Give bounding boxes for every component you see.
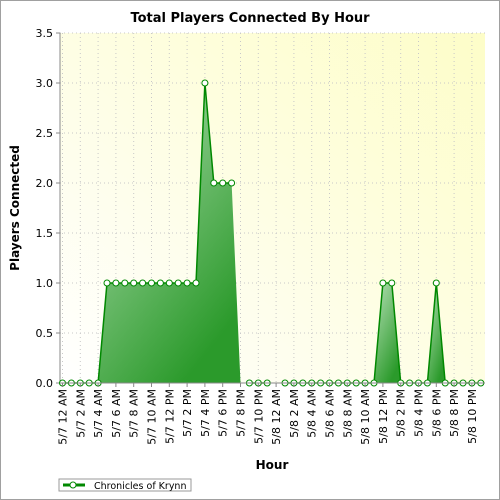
data-point bbox=[388, 279, 396, 287]
data-point bbox=[379, 279, 387, 287]
x-tick-label: 5/7 8 AM bbox=[128, 389, 141, 438]
chart-title: Total Players Connected By Hour bbox=[130, 11, 370, 26]
y-tick-label: 1.0 bbox=[36, 277, 54, 290]
legend-series-marker bbox=[69, 481, 77, 489]
data-point bbox=[228, 179, 236, 187]
legend-series-label: Chronicles of Krynn bbox=[94, 481, 186, 492]
y-axis-ticks: 0.0 0.5 1.0 1.5 2.0 2.5 3.0 3.5 bbox=[36, 27, 61, 390]
x-tick-label: 5/7 12 AM bbox=[57, 389, 70, 445]
data-point bbox=[156, 279, 164, 287]
x-tick-label: 5/8 4 PM bbox=[413, 389, 426, 437]
x-tick-label: 5/7 2 PM bbox=[181, 389, 194, 437]
data-point bbox=[210, 179, 218, 187]
legend-box bbox=[58, 478, 192, 492]
x-tick-label: 5/8 10 PM bbox=[466, 389, 479, 444]
x-tick-label: 5/7 2 AM bbox=[74, 389, 87, 438]
x-tick-label: 5/8 8 PM bbox=[448, 389, 461, 437]
x-tick-label: 5/7 8 PM bbox=[235, 389, 248, 437]
data-point bbox=[148, 279, 155, 287]
series-area-fill bbox=[374, 283, 401, 383]
x-tick-label: 5/7 4 PM bbox=[199, 389, 212, 437]
data-point bbox=[130, 279, 138, 287]
y-tick-label: 3.5 bbox=[36, 27, 54, 40]
x-tick-label: 5/8 6 PM bbox=[430, 389, 443, 437]
legend: Chronicles of Krynn bbox=[58, 478, 192, 492]
x-tick-label: 5/8 2 PM bbox=[395, 389, 408, 437]
data-point bbox=[174, 279, 182, 287]
x-tick-label: 5/7 6 PM bbox=[217, 389, 230, 437]
data-point bbox=[219, 179, 227, 187]
x-tick-label: 5/8 12 PM bbox=[377, 389, 390, 444]
data-point bbox=[165, 279, 173, 287]
y-tick-label: 3.0 bbox=[36, 77, 54, 90]
y-axis-label: Players Connected bbox=[8, 145, 22, 271]
x-tick-label: 5/8 4 AM bbox=[306, 389, 319, 438]
x-tick-label: 5/8 8 AM bbox=[341, 389, 354, 438]
x-tick-label: 5/8 12 AM bbox=[270, 389, 283, 445]
series-area-fill bbox=[98, 83, 241, 383]
x-tick-label: 5/7 6 AM bbox=[110, 389, 123, 438]
y-tick-label: 0.5 bbox=[36, 327, 54, 340]
x-tick-label: 5/8 10 AM bbox=[359, 389, 372, 445]
series-area-fill bbox=[427, 283, 446, 383]
data-point bbox=[183, 279, 191, 287]
x-tick-label: 5/7 10 PM bbox=[252, 389, 265, 444]
x-tick-label: 5/7 12 PM bbox=[163, 389, 176, 444]
y-tick-label: 2.0 bbox=[36, 177, 54, 190]
data-point bbox=[121, 279, 129, 287]
x-tick-label: 5/7 10 AM bbox=[146, 389, 159, 445]
data-point bbox=[192, 279, 200, 287]
data-point bbox=[112, 279, 120, 287]
data-point bbox=[201, 79, 209, 87]
y-tick-label: 1.5 bbox=[36, 227, 54, 240]
y-tick-label: 2.5 bbox=[36, 127, 54, 140]
data-point bbox=[103, 279, 111, 287]
x-axis-label: Hour bbox=[256, 458, 289, 472]
data-point bbox=[432, 279, 440, 287]
x-tick-label: 5/8 2 AM bbox=[288, 389, 301, 438]
x-tick-label: 5/7 4 AM bbox=[92, 389, 105, 438]
y-tick-label: 0.0 bbox=[36, 377, 54, 390]
x-tick-label: 5/8 6 AM bbox=[324, 389, 337, 438]
x-axis-ticks: 5/7 12 AM 5/7 2 AM 5/7 4 AM 5/7 6 AM 5/7 8 A… bbox=[57, 382, 485, 445]
data-point bbox=[139, 279, 147, 287]
